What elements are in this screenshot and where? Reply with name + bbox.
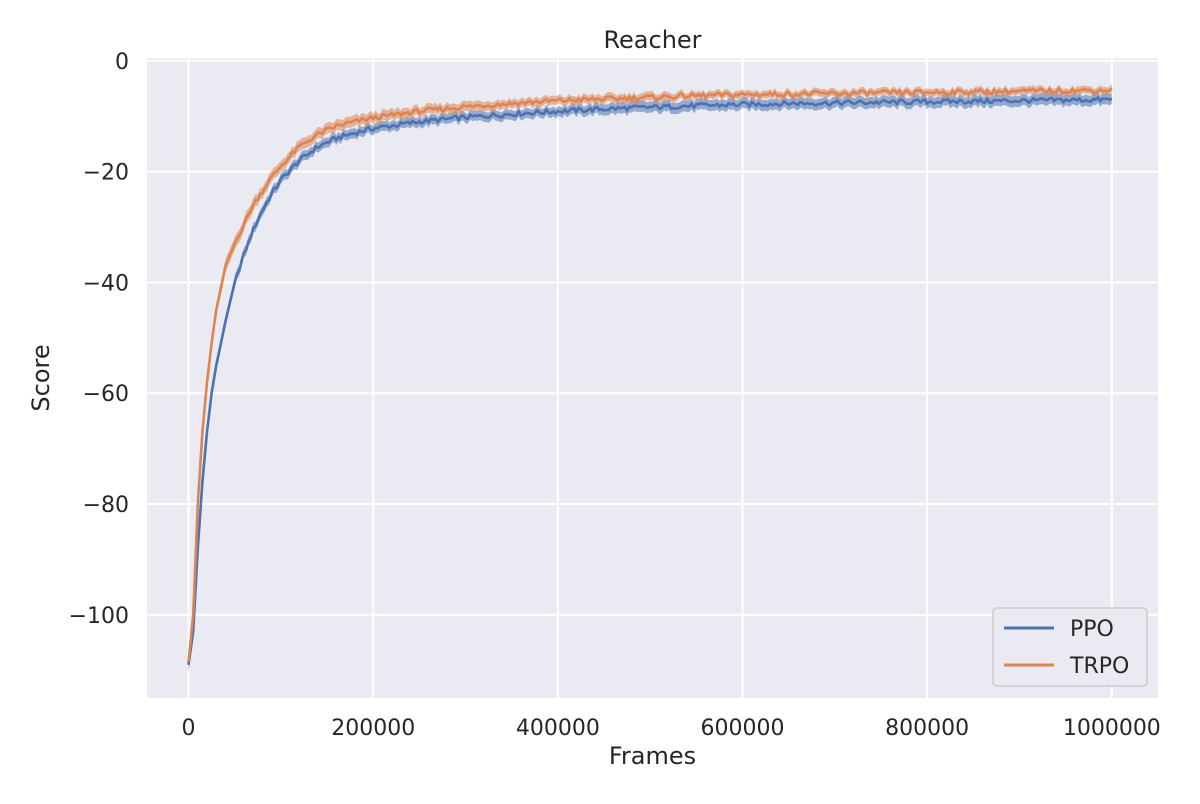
x-tick-label: 200000 — [331, 716, 415, 741]
legend-label-trpo: TRPO — [1069, 654, 1129, 679]
legend: PPO TRPO — [992, 607, 1148, 687]
x-tick-label: 400000 — [516, 716, 600, 741]
plot-area — [147, 58, 1158, 698]
y-tick-label: −20 — [83, 161, 129, 186]
tick-labels: 0 200000 400000 600000 800000 1000000 0 −20 −40 −… — [69, 50, 1161, 741]
series-line-trpo — [187, 87, 1113, 663]
y-tick-label: −40 — [83, 271, 129, 296]
y-axis-label: Score — [27, 344, 55, 411]
x-tick-label: 600000 — [701, 716, 785, 741]
x-tick-label: 1000000 — [1063, 716, 1161, 741]
legend-label-ppo: PPO — [1070, 617, 1114, 642]
y-tick-label: −80 — [83, 493, 129, 518]
y-tick-label: −100 — [69, 604, 129, 629]
series-line-ppo — [187, 96, 1113, 665]
x-axis-label: Frames — [609, 742, 696, 770]
y-tick-label: 0 — [115, 50, 129, 75]
x-tick-label: 0 — [182, 716, 196, 741]
series-lines — [187, 87, 1113, 665]
y-tick-label: −60 — [83, 382, 129, 407]
x-tick-label: 800000 — [885, 716, 969, 741]
grid-lines — [147, 58, 1158, 698]
chart-title: Reacher — [603, 26, 701, 54]
